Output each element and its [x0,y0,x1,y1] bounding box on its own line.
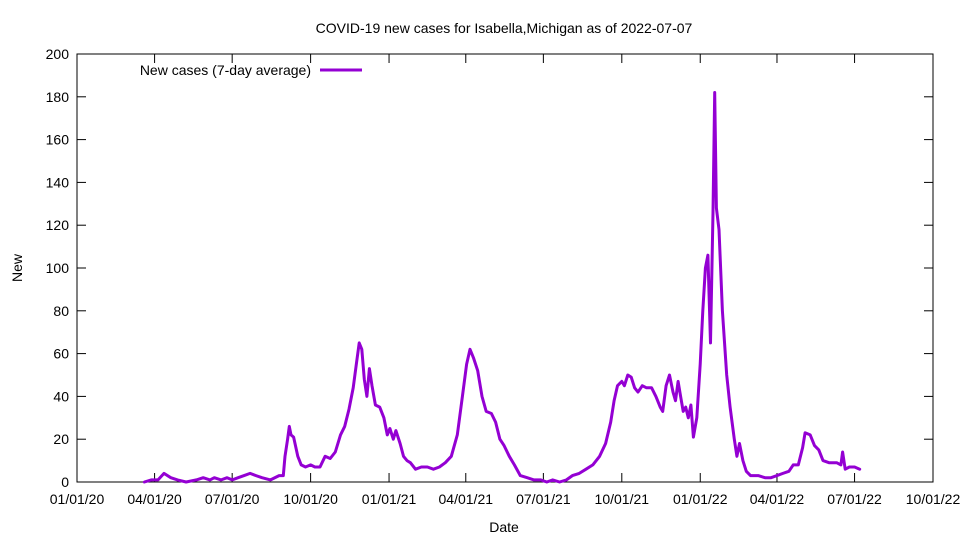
x-tick-label: 10/01/20 [283,491,338,507]
x-tick-label: 07/01/21 [516,491,571,507]
y-tick-label: 200 [46,46,70,62]
chart-title: COVID-19 new cases for Isabella,Michigan… [316,20,693,36]
x-tick-label: 10/01/21 [595,491,650,507]
y-tick-label: 0 [61,474,69,490]
y-tick-label: 140 [46,174,70,190]
x-tick-label: 10/01/22 [906,491,960,507]
y-axis-ticks: 0 20 40 60 80 100 120 140 160 180 200 [46,46,933,490]
y-tick-label: 160 [46,132,70,148]
x-tick-label: 01/01/22 [673,491,728,507]
y-tick-label: 40 [53,388,69,404]
x-tick-label: 04/01/20 [127,491,182,507]
y-tick-label: 60 [53,346,69,362]
y-axis-label: New [9,253,25,282]
x-axis-ticks: 01/01/20 04/01/20 07/01/20 10/01/20 01/01/21… [50,54,960,507]
x-tick-label: 07/01/20 [205,491,260,507]
x-tick-label: 04/01/21 [439,491,494,507]
x-tick-label: 01/01/20 [50,491,105,507]
x-tick-label: 01/01/21 [362,491,417,507]
y-tick-label: 180 [46,89,70,105]
legend: New cases (7-day average) [140,62,362,78]
legend-label: New cases (7-day average) [140,62,311,78]
plot-frame [76,53,934,483]
plot-area: 01/01/20 04/01/20 07/01/20 10/01/20 01/01/21… [46,46,960,507]
x-axis-label: Date [489,519,519,535]
y-tick-label: 20 [53,431,69,447]
series-line-new-cases [142,91,862,484]
x-tick-label: 07/01/22 [827,491,882,507]
y-tick-label: 80 [53,303,69,319]
y-tick-label: 120 [46,217,70,233]
x-tick-label: 04/01/22 [750,491,805,507]
y-tick-label: 100 [46,260,70,276]
